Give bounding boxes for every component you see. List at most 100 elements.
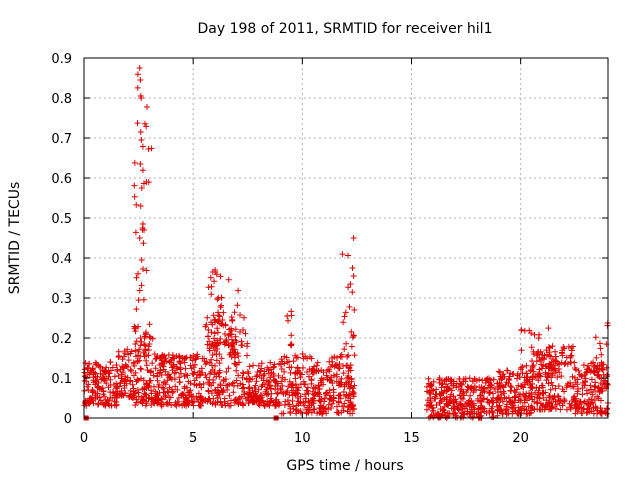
data-point <box>547 361 554 368</box>
y-tick-label: 0.1 <box>51 372 72 387</box>
data-point <box>267 366 274 373</box>
data-point <box>593 354 600 361</box>
data-point <box>478 384 485 391</box>
data-point <box>131 193 138 200</box>
data-point <box>135 270 142 277</box>
data-point <box>284 387 291 394</box>
data-point <box>450 410 457 417</box>
data-point <box>446 410 453 417</box>
plot-frame <box>83 57 609 419</box>
data-point <box>526 390 533 397</box>
data-point <box>229 340 236 347</box>
data-point <box>271 361 278 368</box>
data-point <box>206 338 213 345</box>
data-point <box>344 353 351 360</box>
data-point <box>257 368 264 375</box>
data-point <box>87 398 94 405</box>
data-point <box>299 351 306 357</box>
data-point <box>208 283 215 290</box>
data-point <box>143 104 150 111</box>
data-point <box>222 376 229 383</box>
data-point <box>254 372 261 379</box>
data-point <box>334 354 341 361</box>
data-point <box>551 394 558 401</box>
data-point <box>290 387 297 394</box>
data-point <box>336 365 343 372</box>
data-point <box>115 353 122 360</box>
data-point <box>84 365 91 372</box>
data-point <box>594 371 601 378</box>
data-point <box>506 373 513 380</box>
data-point <box>116 383 123 390</box>
data-point <box>218 302 225 309</box>
data-point <box>488 381 495 388</box>
data-point <box>451 403 458 410</box>
y-tick-label: 0.3 <box>51 292 72 307</box>
data-point <box>523 397 530 404</box>
data-point <box>572 366 579 373</box>
data-point <box>316 397 323 404</box>
data-point <box>305 406 312 413</box>
data-point <box>330 386 337 393</box>
data-point <box>328 374 335 381</box>
data-point <box>257 395 264 402</box>
data-point <box>596 374 603 381</box>
data-point <box>208 390 215 397</box>
data-point <box>584 390 591 397</box>
data-point <box>129 381 136 388</box>
data-point <box>348 328 355 335</box>
data-point <box>139 221 146 227</box>
data-point <box>160 379 167 386</box>
data-point <box>213 271 220 278</box>
data-point <box>157 367 164 374</box>
data-point <box>286 364 293 371</box>
data-point <box>99 385 106 392</box>
data-point <box>208 356 215 363</box>
data-point <box>518 383 525 390</box>
data-point <box>521 374 528 381</box>
data-point <box>600 371 607 378</box>
data-point <box>158 402 165 409</box>
data-point <box>249 394 256 401</box>
data-point <box>529 374 536 381</box>
data-point <box>217 273 224 280</box>
data-point <box>105 384 112 391</box>
data-point <box>259 381 266 388</box>
data-point <box>107 394 114 401</box>
data-point <box>138 185 145 191</box>
data-point <box>168 359 175 366</box>
data-point <box>250 362 257 369</box>
data-point <box>218 294 225 301</box>
data-point <box>255 386 262 393</box>
data-point <box>140 349 147 356</box>
data-point <box>154 353 161 360</box>
data-point <box>540 356 547 363</box>
data-point <box>533 399 540 406</box>
data-point <box>330 395 337 402</box>
data-point <box>143 123 150 130</box>
data-point <box>350 273 357 279</box>
data-point <box>178 392 185 399</box>
data-point <box>211 330 218 337</box>
data-point <box>575 367 582 374</box>
data-point <box>555 383 562 390</box>
data-point <box>193 374 200 381</box>
data-point <box>196 380 203 387</box>
data-point <box>131 159 138 166</box>
data-point <box>496 395 503 402</box>
data-point <box>141 120 148 127</box>
data-point <box>580 362 587 369</box>
data-point <box>177 366 184 373</box>
data-point <box>348 375 355 382</box>
data-point <box>224 382 231 389</box>
data-point <box>204 341 211 348</box>
data-point <box>342 309 349 316</box>
data-point <box>508 384 515 391</box>
data-point <box>169 352 176 359</box>
data-point <box>340 319 347 326</box>
data-point <box>159 384 166 391</box>
data-point <box>535 389 542 396</box>
data-point <box>136 65 143 71</box>
data-point <box>211 362 218 369</box>
